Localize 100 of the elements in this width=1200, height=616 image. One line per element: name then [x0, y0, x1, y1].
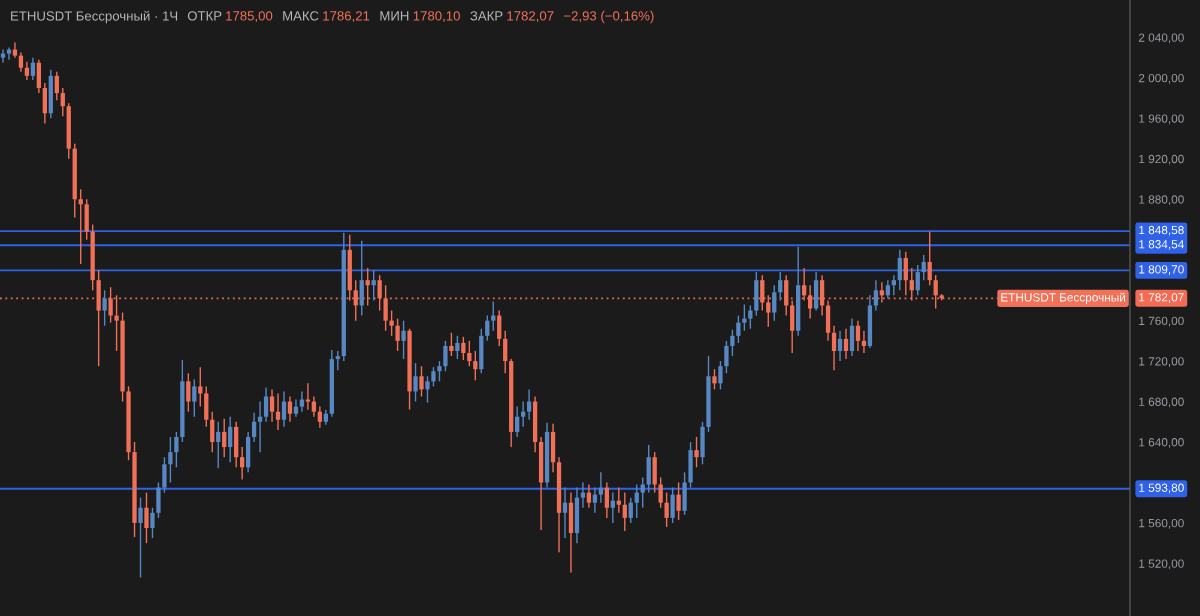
candlestick	[437, 360, 442, 383]
candlestick	[491, 300, 496, 332]
y-tick-label: 1 720,00	[1139, 357, 1184, 367]
candlestick	[891, 274, 896, 297]
candlestick	[748, 304, 753, 330]
candlestick	[473, 350, 478, 382]
y-tick-label: 2 000,00	[1138, 73, 1184, 84]
y-tick-label: 1 920,00	[1139, 154, 1184, 165]
candlestick	[425, 375, 430, 404]
annotation: 1786,21	[323, 11, 370, 23]
candlestick	[389, 309, 394, 337]
candlestick	[168, 436, 173, 484]
candlestick	[275, 392, 281, 431]
candlestick	[186, 372, 191, 413]
candlestick	[6, 46, 12, 61]
candlestick	[885, 279, 891, 300]
ref-line-label: 1 782,07	[1139, 293, 1184, 303]
annotation: 1780,10	[413, 11, 460, 23]
candlestick	[604, 481, 609, 519]
candlestick	[413, 362, 418, 403]
candlestick	[144, 491, 149, 544]
candlestick	[210, 410, 215, 453]
candlestick	[592, 486, 598, 514]
candlestick	[449, 332, 454, 357]
candlestick	[736, 314, 741, 344]
candlestick	[718, 360, 723, 391]
candlestick	[12, 41, 18, 59]
candlestick	[628, 496, 633, 524]
candlestick	[772, 284, 777, 322]
candlestick	[455, 335, 460, 360]
candlestick	[431, 366, 436, 388]
candlestick	[269, 388, 275, 423]
y-tick-label: 1 880,00	[1139, 195, 1184, 206]
candlestick	[730, 329, 735, 357]
candlestick	[664, 491, 669, 528]
y-tick-label: 1 680,00	[1139, 397, 1184, 408]
annotation: ЗАКР	[470, 11, 503, 21]
candlestick	[622, 491, 627, 532]
candlestick	[461, 336, 466, 361]
annotation: МИН	[380, 11, 409, 21]
candlestick	[503, 330, 508, 374]
candlestick	[873, 279, 879, 312]
candlestick	[18, 51, 24, 73]
candlestick	[257, 400, 263, 453]
candlestick	[0, 48, 6, 64]
ref-line-label: 1 834,54	[1139, 240, 1184, 250]
candlestick	[724, 340, 729, 374]
candlestick	[778, 271, 783, 302]
y-tick-label: 1 760,00	[1139, 316, 1184, 327]
candlestick	[311, 395, 317, 418]
candlestick	[467, 340, 472, 367]
candlestick	[335, 350, 340, 371]
candlestick	[521, 400, 526, 428]
candlestick	[598, 471, 604, 504]
candlestick	[443, 340, 448, 372]
candlestick	[138, 496, 143, 579]
candlestick	[24, 61, 30, 81]
ref-line-label: 1 809,70	[1139, 265, 1184, 275]
candlestick	[861, 330, 867, 354]
candlestick	[485, 314, 490, 342]
candlestick	[162, 456, 167, 494]
candlestick	[586, 483, 592, 509]
ref-line-label: 1 848,58	[1139, 225, 1184, 236]
candlestick	[915, 264, 920, 297]
candlestick	[921, 254, 926, 281]
candlestick	[526, 388, 532, 421]
candlestick	[174, 431, 179, 469]
text: ETHUSDT Бессрочный · 1Ч	[11, 10, 178, 24]
candlestick	[855, 319, 861, 352]
annotation: 1782,07	[507, 11, 554, 23]
candlestick	[562, 486, 568, 539]
candlestick	[54, 71, 59, 101]
y-tick-label: 2 040,00	[1138, 33, 1184, 44]
candlestick	[676, 481, 681, 521]
candlestick	[897, 249, 902, 291]
candlestick	[610, 491, 615, 524]
annotation: ОТКР	[187, 11, 222, 21]
candlestick	[712, 368, 717, 391]
candlestick	[634, 483, 639, 519]
candlestick	[395, 317, 400, 352]
candlestick	[903, 251, 908, 297]
candlestick	[251, 411, 257, 443]
candlestick	[371, 269, 376, 302]
candlestick	[192, 378, 197, 418]
candlestick	[216, 421, 221, 470]
candlestick	[580, 481, 586, 509]
candlestick	[222, 418, 227, 458]
candlestick	[401, 319, 406, 360]
candlestick	[927, 230, 932, 286]
y-tick-label: 1 640,00	[1139, 438, 1184, 448]
candlestick	[287, 395, 293, 423]
candlestick	[78, 188, 83, 265]
y-tick-label: 1 520,00	[1139, 559, 1184, 570]
candlestick	[640, 476, 645, 509]
candlestick	[263, 386, 269, 423]
candlestick	[150, 507, 155, 539]
candlestick	[383, 284, 388, 332]
annotation: 1785,00	[226, 11, 273, 23]
annotation: ETHUSDT Бессрочный	[1001, 292, 1126, 304]
candlestick	[497, 309, 502, 347]
